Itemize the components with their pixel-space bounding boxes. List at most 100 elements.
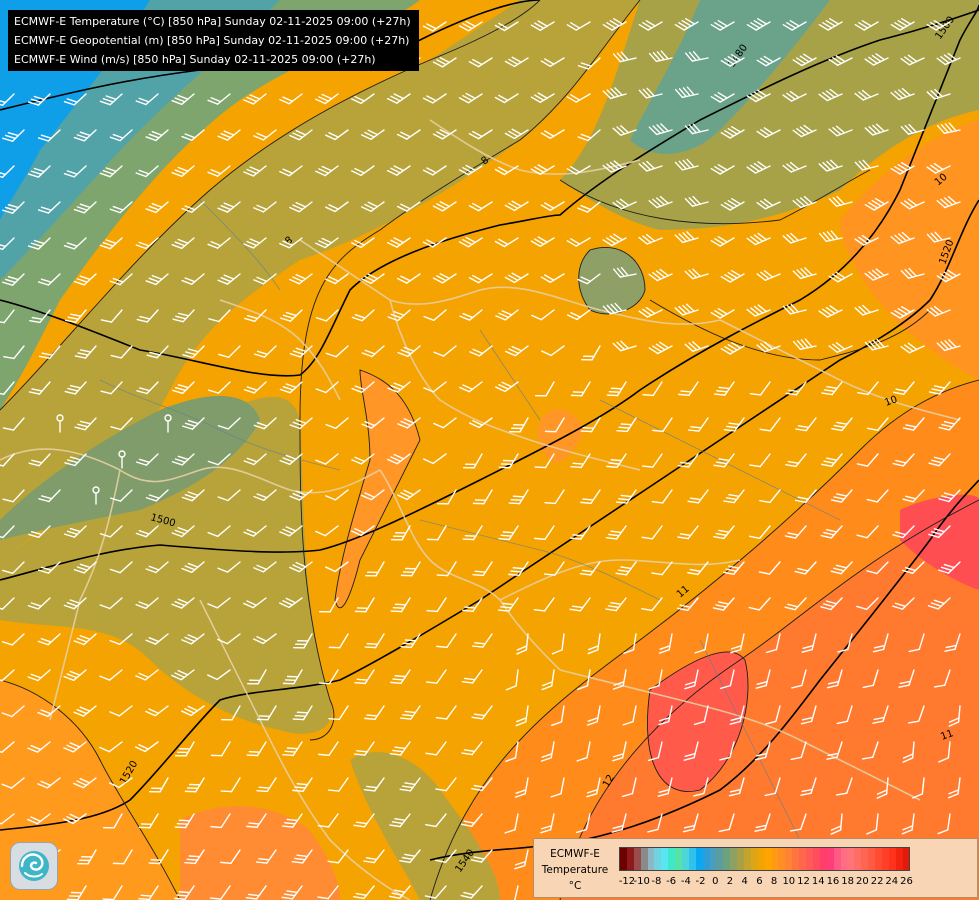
legend-color-swatch [682, 848, 689, 870]
wind-barb-icon [253, 561, 277, 573]
wind-barb-icon [782, 161, 807, 173]
wind-barb-icon [782, 20, 807, 31]
wind-barb-icon [0, 669, 15, 682]
wind-barb-icon [756, 127, 781, 138]
wind-barb-icon [253, 417, 277, 430]
wind-barb-icon [615, 489, 637, 504]
wind-barb-icon [693, 705, 709, 726]
wind-barb-icon [892, 381, 915, 395]
wind-barb-icon [396, 201, 421, 212]
wind-barb-icon [866, 561, 889, 575]
wind-barb-icon [317, 813, 339, 828]
wind-barb-icon [73, 705, 97, 717]
wind-barb-icon [109, 201, 133, 214]
wind-barb-icon [791, 669, 807, 689]
wind-barb-icon [531, 309, 555, 321]
wind-barb-icon [110, 345, 133, 359]
wind-barb-icon [181, 273, 205, 285]
wind-barb-icon [718, 813, 735, 833]
wind-barb-icon [459, 381, 483, 393]
wind-barb-icon [677, 525, 699, 540]
wind-barb-icon [533, 597, 555, 612]
wind-barb-icon [756, 341, 781, 353]
wind-barb-icon [353, 813, 375, 828]
wind-barb-icon [872, 633, 889, 653]
wind-barb-icon [328, 705, 349, 721]
wind-barb-icon [551, 705, 565, 727]
wind-barb-icon [710, 164, 735, 175]
wind-barb-icon [540, 741, 555, 762]
wind-barb-icon [1, 633, 25, 646]
wind-barb-icon [638, 306, 663, 318]
legend-tick-label: 8 [770, 876, 778, 887]
wind-barb-icon [566, 93, 591, 103]
wind-barb-icon [351, 453, 375, 465]
wind-barb-icon [898, 669, 915, 688]
wind-barb-icon [821, 381, 843, 396]
legend-color-swatch [668, 848, 676, 870]
wind-barb-icon [647, 813, 663, 833]
legend-color-swatch [675, 848, 683, 870]
wind-barb-icon [713, 453, 735, 468]
wind-barb-icon [112, 849, 133, 865]
wind-barb-icon [723, 489, 745, 504]
wind-barb-icon [279, 237, 303, 249]
legend-tick-label: -12 [618, 876, 636, 887]
wind-barb-icon [181, 489, 205, 502]
wind-barb-icon [544, 489, 565, 505]
wind-barb-icon [623, 633, 637, 655]
legend-color-swatch [730, 848, 738, 870]
wind-barb-icon [27, 741, 51, 753]
wind-barb-icon [436, 561, 457, 577]
wind-barb-icon [800, 705, 817, 725]
wind-barb-icon [792, 124, 817, 138]
wind-barb-icon [37, 201, 61, 214]
wind-barb-icon [0, 381, 15, 395]
wind-barb-icon [426, 597, 447, 613]
legend-tick-label: -4 [680, 876, 691, 887]
legend-title-variable: Temperature [541, 864, 609, 876]
wind-barb-icon [857, 381, 879, 396]
wind-barb-icon [207, 237, 231, 249]
wind-barb-icon [937, 813, 951, 835]
wind-barb-icon [577, 273, 601, 285]
wind-barb-icon [243, 93, 267, 105]
wind-barb-icon [642, 381, 663, 397]
wind-barb-icon [541, 669, 555, 691]
wind-barb-icon [638, 20, 663, 31]
wind-barb-icon [327, 777, 349, 792]
wind-barb-icon [460, 885, 483, 899]
wind-barb-icon [469, 417, 493, 429]
wind-barb-icon [109, 489, 133, 502]
legend-color-swatch [874, 848, 882, 870]
wind-barb-icon [100, 309, 123, 323]
wind-barb-icon [938, 489, 961, 503]
wind-barb-icon [540, 273, 565, 283]
wind-barb-icon [279, 453, 303, 465]
wind-barb-icon [605, 525, 627, 540]
legend-tick-label: 20 [855, 876, 869, 887]
wind-barb-icon [900, 267, 925, 279]
wind-barb-icon [364, 633, 385, 649]
wind-barb-icon [514, 777, 529, 798]
wind-barb-icon [73, 129, 97, 142]
wind-barb-icon [854, 20, 879, 31]
wind-barb-icon [638, 87, 663, 99]
wind-barb-icon [856, 453, 879, 467]
wind-barb-icon [292, 777, 313, 792]
wind-barb-icon [837, 633, 853, 653]
wind-barb-icon [902, 561, 925, 575]
wind-barb-icon [63, 165, 87, 178]
wind-barb-icon [432, 200, 457, 212]
wind-barb-icon [135, 669, 159, 681]
wind-barb-icon [243, 381, 267, 394]
wind-barb-icon [504, 128, 529, 140]
legend-tick-label: 14 [811, 876, 825, 887]
wind-barb-icon [171, 597, 195, 609]
wind-barb-icon [818, 88, 843, 102]
legend-color-swatch [757, 848, 765, 870]
logo-swirl-graphic [19, 851, 49, 881]
wind-barb-icon [0, 597, 15, 610]
geopotential-1500-contour-north [0, 9, 979, 377]
wind-barb-icon [246, 813, 267, 828]
